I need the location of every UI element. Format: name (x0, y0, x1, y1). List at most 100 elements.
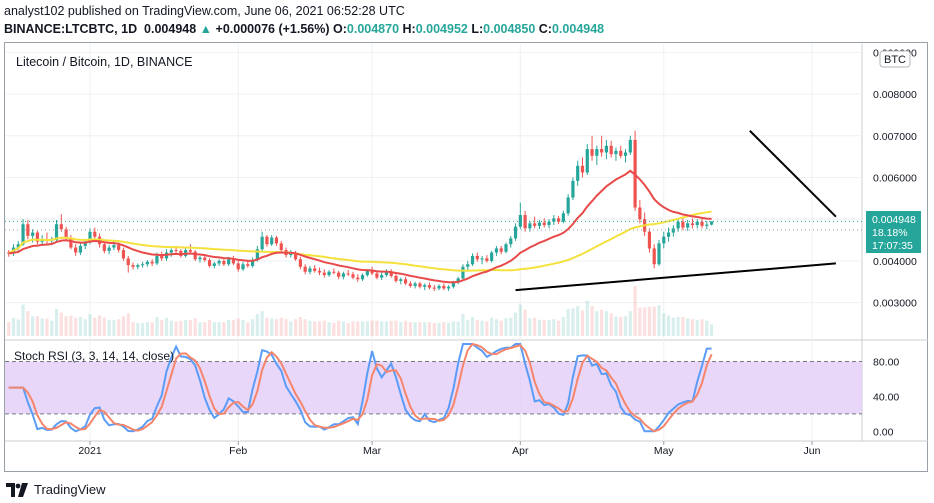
volume-bar (50, 320, 54, 336)
volume-bar (628, 311, 632, 336)
volume-bar (231, 319, 236, 336)
candle-body (317, 270, 322, 273)
candle-body (308, 268, 312, 272)
candle-body (35, 232, 40, 242)
candle-body (313, 268, 317, 271)
volume-bar (690, 319, 695, 336)
time-tick-label: Feb (229, 445, 247, 457)
volume-bar (475, 319, 479, 336)
volume-bar (638, 307, 642, 336)
candle-body (513, 226, 518, 239)
candle-body (403, 279, 408, 284)
candle-body (265, 236, 269, 245)
candle-body (628, 139, 632, 153)
volume-bar (265, 317, 269, 336)
volume-bar (595, 311, 599, 336)
volume-bar (332, 322, 336, 336)
volume-bar (513, 312, 518, 336)
stoch-tick-label: 80.00 (873, 356, 899, 368)
volume-bar (150, 322, 154, 336)
time-tick-label: Mar (363, 445, 382, 457)
volume-bar (370, 320, 374, 336)
candle-body (332, 271, 336, 273)
volume-bar (709, 324, 714, 336)
volume-bar (155, 317, 159, 336)
candle-body (145, 261, 149, 265)
candle-body (413, 283, 417, 286)
volume-bar (666, 315, 671, 336)
volume-bar (623, 316, 628, 336)
candle-body (21, 224, 25, 245)
candle-body (54, 224, 59, 241)
candle-body (227, 259, 231, 265)
volume-bar (188, 319, 193, 336)
candle-body (528, 223, 532, 229)
low-label: L: (471, 22, 484, 36)
candle-body (69, 237, 73, 248)
volume-bar (31, 316, 35, 336)
candle-body (294, 252, 298, 260)
candle-body (322, 272, 326, 276)
open-label: O: (333, 22, 347, 36)
volume-bar (126, 313, 130, 336)
candle-body (337, 272, 341, 277)
time-tick-label: 2021 (78, 445, 102, 457)
candle-body (709, 221, 714, 225)
candle-body (652, 248, 656, 265)
candle-body (102, 244, 106, 251)
volume-bar (423, 322, 427, 336)
last-price: 0.004948 (144, 22, 197, 36)
candle-body (327, 271, 331, 276)
volume-bar (389, 320, 393, 336)
candle-body (475, 255, 479, 260)
candle-body (666, 232, 671, 237)
close-value: 0.004948 (551, 22, 605, 36)
candle-body (246, 264, 250, 266)
stoch-k-line (8, 343, 712, 433)
up-triangle-icon: ▲ (199, 22, 213, 36)
last-price-tag-countdown: 17:07:35 (872, 240, 913, 252)
candle-body (279, 243, 283, 251)
volume-bar (217, 322, 221, 336)
candle-body (64, 229, 68, 238)
candle-body (547, 221, 551, 226)
volume-bar (518, 304, 522, 336)
footer: TradingView (6, 482, 106, 497)
candle-body (700, 221, 704, 226)
volume-bar (207, 319, 212, 336)
candle-body (174, 250, 178, 252)
volume-bar (40, 318, 44, 336)
candle-body (432, 287, 436, 289)
candle-body (380, 275, 384, 278)
volume-bar (399, 322, 403, 336)
fast-ma-line (8, 169, 712, 284)
volume-bar (289, 321, 293, 336)
volume-bar (533, 317, 537, 336)
candle-body (442, 285, 446, 289)
volume-bar (604, 311, 608, 336)
candle-body (289, 252, 293, 256)
time-tick-label: Apr (512, 445, 529, 457)
candle-body (222, 260, 226, 265)
candle-body (126, 258, 130, 266)
volume-bar (145, 322, 149, 336)
candle-body (604, 145, 608, 153)
candle-body (614, 150, 618, 155)
candle-body (423, 285, 427, 287)
volume-bar (241, 319, 245, 336)
slow-ma-line (8, 210, 712, 272)
candle-body (681, 221, 685, 228)
volume-bar (580, 310, 585, 336)
volume-bar (246, 322, 250, 336)
candle-body (212, 263, 216, 266)
trendline-ascending (515, 262, 836, 292)
candle-body (451, 282, 455, 287)
candle-body (341, 273, 346, 277)
volume-bar (705, 320, 709, 336)
volume-bar (499, 320, 503, 336)
currency-badge-label: BTC (884, 54, 906, 66)
currency-badge[interactable]: BTC (879, 50, 911, 68)
candle-body (140, 264, 145, 266)
volume-bar (64, 316, 68, 336)
